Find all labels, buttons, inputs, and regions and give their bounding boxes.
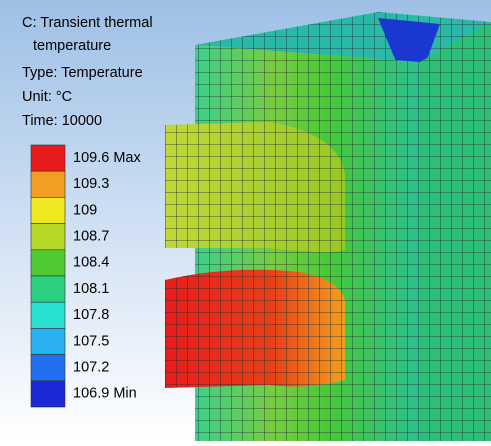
model bbox=[165, 12, 491, 441]
legend-swatch bbox=[31, 355, 65, 381]
upper-mesh bbox=[165, 122, 345, 252]
legend-swatch bbox=[31, 145, 65, 171]
unit: Unit: °C bbox=[22, 89, 72, 105]
legend-label: 108.7 bbox=[73, 229, 109, 245]
legend-swatch bbox=[31, 276, 65, 302]
legend-swatch bbox=[31, 250, 65, 276]
legend-label: 108.4 bbox=[73, 255, 109, 271]
page: {"header": {"title_lines": ["C: Transien… bbox=[0, 0, 491, 441]
legend-label: 109.3 bbox=[73, 176, 109, 192]
legend-swatch bbox=[31, 224, 65, 250]
legend-label: 108.1 bbox=[73, 281, 109, 297]
title-line: C: Transient thermal bbox=[22, 15, 153, 31]
legend-swatch bbox=[31, 197, 65, 223]
legend-swatch bbox=[31, 171, 65, 197]
legend-label: 109 bbox=[73, 202, 97, 218]
legend-swatch bbox=[31, 302, 65, 328]
legend-label: 107.2 bbox=[73, 360, 109, 376]
lower-mesh bbox=[165, 270, 345, 388]
legend-label: 106.9 Min bbox=[73, 386, 137, 402]
legend-label: 107.8 bbox=[73, 307, 109, 323]
legend-label: 107.5 bbox=[73, 333, 109, 349]
result-type: Type: Temperature bbox=[22, 65, 143, 81]
legend-swatch bbox=[31, 381, 65, 407]
viewport: C: Transient thermal temperature Type: T… bbox=[0, 0, 491, 441]
time: Time: 10000 bbox=[22, 113, 102, 129]
legend-label: 109.6 Max bbox=[73, 150, 141, 166]
legend-swatch bbox=[31, 328, 65, 354]
front-mesh bbox=[420, 22, 491, 441]
title-line: temperature bbox=[33, 38, 111, 54]
